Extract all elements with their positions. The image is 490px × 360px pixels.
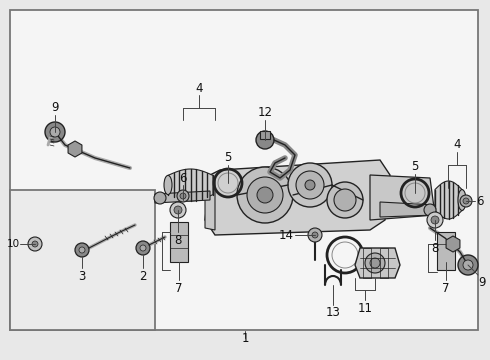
Circle shape (463, 260, 473, 270)
Text: 10: 10 (6, 239, 20, 249)
Polygon shape (370, 175, 435, 220)
Circle shape (427, 212, 443, 228)
Polygon shape (435, 181, 462, 219)
Polygon shape (205, 160, 390, 235)
Circle shape (140, 245, 146, 251)
Text: 6: 6 (476, 194, 484, 207)
Circle shape (32, 241, 38, 247)
Text: 9: 9 (478, 275, 486, 288)
Circle shape (312, 232, 318, 238)
Circle shape (170, 202, 186, 218)
Text: 3: 3 (78, 270, 86, 283)
Circle shape (45, 122, 65, 142)
Polygon shape (446, 236, 460, 252)
Circle shape (365, 253, 385, 273)
Text: 5: 5 (411, 159, 418, 172)
Text: 7: 7 (175, 282, 183, 294)
Text: 5: 5 (224, 150, 232, 163)
Circle shape (154, 192, 166, 204)
Text: 4: 4 (453, 138, 461, 150)
Circle shape (28, 237, 42, 251)
Circle shape (136, 241, 150, 255)
Circle shape (424, 204, 436, 216)
Polygon shape (205, 178, 215, 230)
Text: 12: 12 (258, 105, 272, 118)
Circle shape (288, 163, 332, 207)
Circle shape (237, 167, 293, 223)
Circle shape (174, 206, 182, 214)
Text: 11: 11 (358, 302, 372, 315)
Circle shape (463, 198, 469, 204)
Circle shape (334, 189, 356, 211)
Circle shape (177, 190, 189, 202)
Circle shape (370, 258, 380, 268)
Polygon shape (355, 248, 400, 278)
Bar (10, 10, 478, 330)
Text: 2: 2 (139, 270, 147, 283)
Bar (437, 232, 455, 270)
Circle shape (256, 131, 274, 149)
Circle shape (75, 243, 89, 257)
Circle shape (296, 171, 324, 199)
Text: 7: 7 (442, 282, 450, 294)
Polygon shape (155, 191, 210, 203)
Circle shape (50, 127, 60, 137)
Ellipse shape (458, 190, 466, 211)
Text: 6: 6 (179, 171, 187, 185)
Circle shape (308, 228, 322, 242)
Text: 8: 8 (431, 242, 439, 255)
Text: 13: 13 (325, 306, 341, 320)
Circle shape (257, 187, 273, 203)
Text: 14: 14 (278, 229, 294, 242)
Polygon shape (68, 141, 82, 157)
Bar (363, 248, 371, 278)
Text: 9: 9 (51, 100, 59, 113)
Polygon shape (168, 169, 213, 201)
Text: 1: 1 (241, 332, 249, 345)
Ellipse shape (164, 175, 172, 195)
Bar (10, 190, 155, 330)
Circle shape (305, 180, 315, 190)
Bar (170, 222, 188, 262)
Circle shape (458, 255, 478, 275)
Text: 8: 8 (174, 234, 182, 247)
Polygon shape (380, 202, 435, 217)
Bar (380, 248, 388, 278)
Circle shape (431, 216, 439, 224)
Text: 4: 4 (195, 81, 203, 95)
Circle shape (247, 177, 283, 213)
Circle shape (79, 247, 85, 253)
Circle shape (460, 195, 472, 207)
Circle shape (327, 182, 363, 218)
Circle shape (180, 193, 186, 199)
Bar (260, 131, 270, 139)
